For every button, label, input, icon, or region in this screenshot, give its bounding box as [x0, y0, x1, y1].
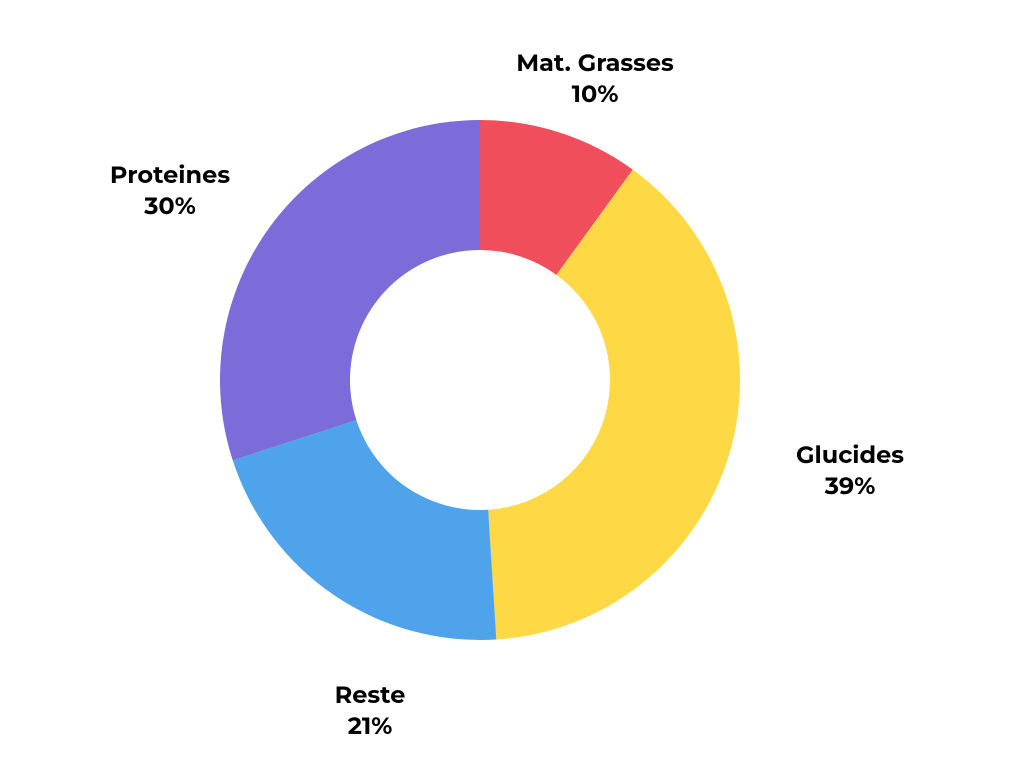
slice-proteines — [220, 120, 480, 460]
slice-label-mat-grasses: Mat. Grasses10% — [516, 48, 674, 110]
slice-label-reste: Reste21% — [335, 680, 406, 742]
donut-chart: Mat. Grasses10% Glucides39% Reste21% Protei… — [0, 0, 1024, 768]
slice-label-proteines: Proteines30% — [110, 160, 230, 222]
slice-label-percent: 10% — [516, 79, 674, 110]
slice-label-name: Proteines — [110, 160, 230, 191]
slice-label-percent: 39% — [796, 471, 904, 502]
slice-label-name: Reste — [335, 680, 406, 711]
slice-label-percent: 30% — [110, 191, 230, 222]
donut-svg — [0, 0, 1024, 768]
slice-label-name: Glucides — [796, 440, 904, 471]
slice-reste — [233, 420, 497, 640]
slice-label-percent: 21% — [335, 711, 406, 742]
slice-label-name: Mat. Grasses — [516, 48, 674, 79]
slice-label-glucides: Glucides39% — [796, 440, 904, 502]
